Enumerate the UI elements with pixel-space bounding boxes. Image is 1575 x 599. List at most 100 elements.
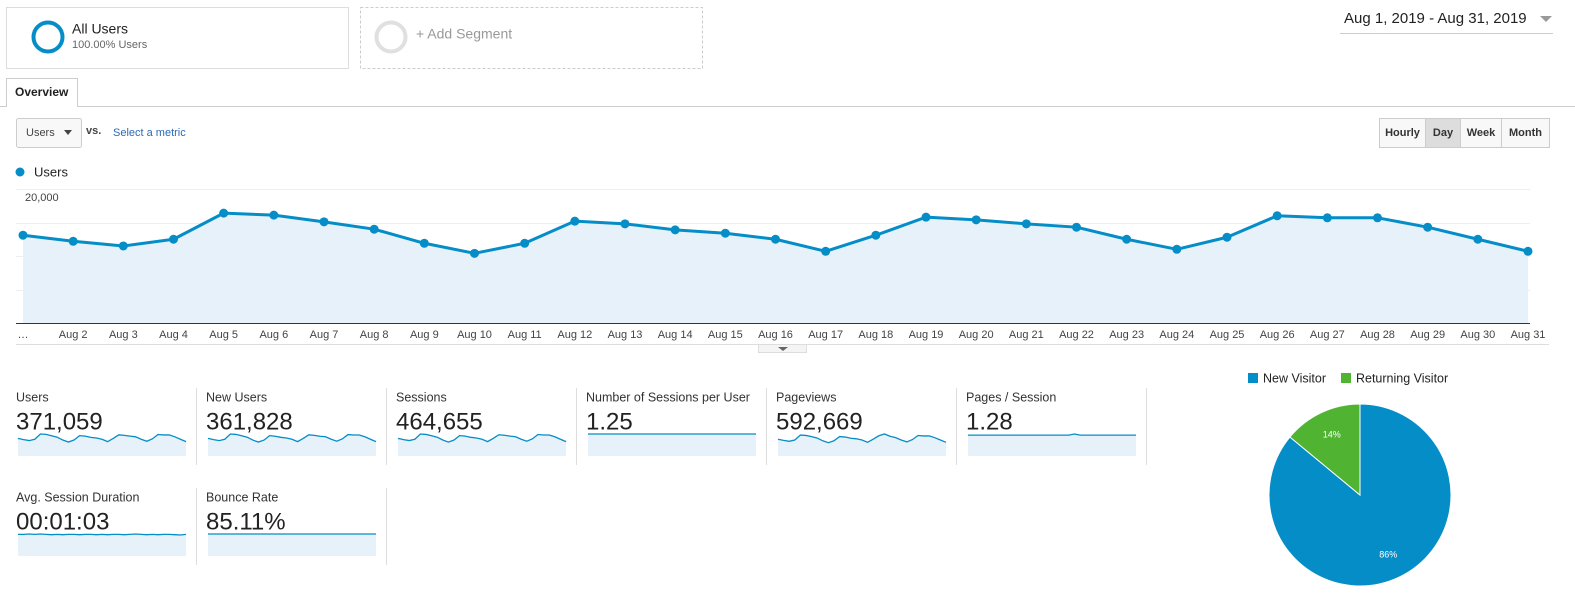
segment-card[interactable] [6, 7, 349, 69]
x-tick-label: Aug 29 [1410, 329, 1445, 341]
metric-label: Pageviews [776, 390, 836, 404]
x-tick-label: Aug 23 [1109, 329, 1144, 341]
point [1373, 213, 1382, 223]
date-caret [1540, 16, 1552, 22]
metric-value: 371,059 [16, 408, 103, 435]
pie-label: 14% [1323, 429, 1341, 439]
point [720, 228, 730, 238]
metric-dropdown[interactable] [16, 118, 82, 148]
segment-subtitle: 100.00% Users [72, 39, 148, 51]
point [219, 208, 229, 218]
point [821, 246, 831, 256]
granularity-button[interactable] [1425, 118, 1461, 148]
x-tick-label: Aug 28 [1360, 329, 1395, 341]
metric-value: 361,828 [206, 408, 293, 435]
x-tick-label: Aug 15 [708, 329, 743, 341]
metric-label: New Users [206, 390, 267, 404]
point [1322, 213, 1332, 223]
metric-label: Pages / Session [966, 390, 1056, 404]
granularity-label: Month [1509, 127, 1542, 139]
sparkline-area [968, 434, 1136, 456]
sparkline [17, 433, 187, 443]
point [419, 238, 429, 248]
point [369, 224, 379, 234]
point [971, 215, 981, 225]
x-tick-label: Aug 4 [159, 329, 188, 341]
legend-swatch [1340, 373, 1351, 383]
x-tick-label: Aug 13 [608, 329, 643, 341]
metric-value: 00:01:03 [16, 508, 109, 535]
point [1172, 244, 1182, 254]
add-segment[interactable] [360, 7, 703, 69]
point [269, 210, 279, 220]
x-tick-label: Aug 11 [508, 329, 542, 341]
point [1423, 222, 1433, 232]
sparkline-area [208, 434, 376, 456]
point [169, 234, 178, 244]
point [921, 212, 931, 222]
metric-value: 592,669 [776, 408, 863, 435]
metric-label: Bounce Rate [206, 490, 278, 504]
sparkline-area [778, 434, 946, 456]
x-tick-label: Aug 12 [557, 329, 592, 341]
sparkline [18, 533, 187, 536]
granularity-button[interactable] [1379, 118, 1426, 148]
point [1473, 234, 1483, 244]
sparkline [968, 433, 1136, 436]
sparkline-area [18, 534, 186, 556]
point [470, 248, 479, 258]
point [1222, 232, 1232, 242]
vs-label: vs. [86, 125, 101, 137]
x-tick-label: Aug 19 [909, 329, 944, 341]
granularity-button[interactable] [1460, 118, 1502, 148]
x-tick-label: Aug 5 [209, 329, 238, 341]
point [1523, 246, 1533, 256]
granularity-label: Day [1433, 127, 1454, 139]
collapse-caret [778, 347, 788, 351]
legend-label: New Visitor [1263, 371, 1326, 385]
point [520, 238, 530, 248]
metric-label: Users [16, 390, 49, 404]
x-tick-label: Aug 26 [1260, 329, 1295, 341]
x-tick-label: Aug 2 [59, 329, 88, 341]
x-tick-label: … [18, 329, 29, 341]
date-range[interactable]: Aug 1, 2019 - Aug 31, 2019 [1344, 10, 1527, 27]
legend-label: Returning Visitor [1356, 371, 1448, 385]
x-tick-label: Aug 21 [1009, 329, 1044, 341]
metric-label: Sessions [396, 390, 447, 404]
sparkline-area [18, 434, 186, 456]
select-metric-link[interactable]: Select a metric [113, 127, 186, 139]
legend-swatch [1248, 373, 1258, 383]
point [1272, 211, 1282, 221]
x-tick-label: Aug 27 [1310, 329, 1345, 341]
tab-label: Overview [15, 85, 69, 99]
x-tick-label: Aug 10 [457, 329, 492, 341]
x-tick-label: Aug 6 [259, 329, 288, 341]
x-tick-label: Aug 14 [658, 329, 693, 341]
x-tick-label: Aug 24 [1159, 329, 1194, 341]
tab-mask [7, 104, 77, 108]
legend-label: Users [34, 164, 68, 179]
granularity-label: Hourly [1385, 127, 1421, 139]
tab-box[interactable] [6, 78, 78, 108]
point [68, 236, 78, 246]
add-segment-label: + Add Segment [416, 26, 512, 42]
x-tick-label: Aug 8 [360, 329, 389, 341]
metric-value: 1.28 [966, 408, 1013, 435]
granularity-button[interactable] [1501, 118, 1550, 148]
metric-value: 85.11% [206, 508, 286, 535]
metric-value: 1.25 [586, 408, 633, 435]
x-tick-label: Aug 3 [109, 329, 138, 341]
x-tick-label: Aug 22 [1059, 329, 1094, 341]
x-tick-label: Aug 30 [1460, 329, 1495, 341]
x-tick-label: Aug 9 [410, 329, 439, 341]
x-tick-label: Aug 31 [1511, 329, 1546, 341]
point [620, 219, 630, 229]
sparkline-area [588, 434, 756, 456]
point [871, 230, 881, 240]
metric-label: Avg. Session Duration [16, 490, 139, 504]
point [1072, 222, 1081, 232]
area [23, 213, 1528, 323]
sparkline-area [398, 434, 566, 456]
